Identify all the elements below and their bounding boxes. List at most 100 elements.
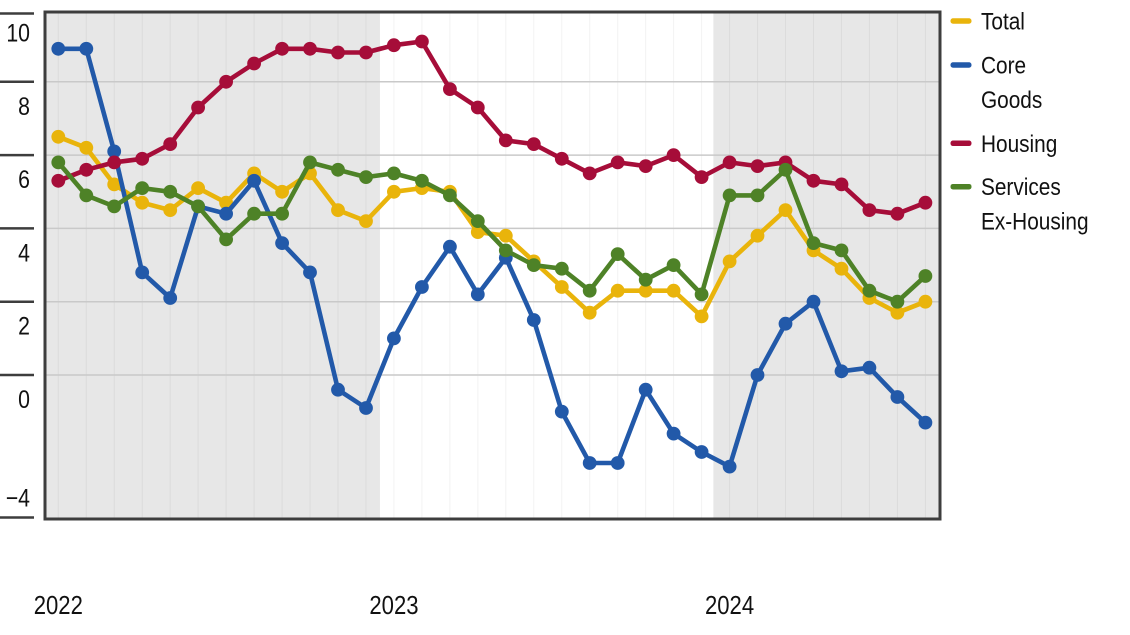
data-point [443,239,457,254]
legend-swatch-housing [950,140,972,147]
legend-item-housing: Housing [950,129,1057,157]
y-tick-label: 6 [18,165,30,193]
data-point [107,177,122,192]
data-point [862,360,877,375]
data-point [415,34,429,49]
legend-swatch-core-goods [950,62,972,68]
data-point [219,74,234,89]
data-point [918,269,933,283]
data-point [778,162,793,177]
data-point [443,82,457,96]
legend-swatch-total [950,18,972,24]
data-point [247,56,261,71]
data-point [806,236,821,251]
data-point [107,199,122,214]
data-point [331,382,345,397]
data-point [778,316,793,331]
plot-border [43,10,942,521]
data-point [415,280,429,294]
data-point [303,41,317,56]
data-point [498,228,513,243]
data-point [722,155,737,170]
data-point [666,148,681,163]
y-tick-label: 8 [18,92,30,120]
data-point [582,456,597,470]
data-point [415,173,429,188]
data-point [247,173,261,188]
y-tick-label: 2 [18,312,30,340]
legend-item-core-goods: Core Goods [950,51,1042,113]
data-point [610,456,625,470]
data-point [51,155,66,170]
data-point [79,140,94,155]
data-point [163,203,178,218]
data-point [303,155,317,170]
data-point [750,159,765,174]
data-point [610,283,625,298]
data-point [359,214,373,229]
data-point [722,459,737,474]
data-point [191,181,206,196]
data-point [51,173,66,188]
data-point [694,309,709,324]
data-point [638,159,653,174]
data-point [638,382,653,397]
data-point [191,199,206,214]
data-point [331,162,345,177]
data-point [303,265,317,280]
legend-label: Total [981,7,1025,35]
data-point [918,415,933,430]
data-point [470,214,485,229]
data-point [79,162,94,177]
data-point [331,203,345,218]
legend-label: Services [981,173,1061,201]
data-point [610,155,625,170]
data-point [387,184,401,199]
data-point [79,188,94,203]
data-point [750,228,765,243]
y-tick-label: 10 [6,19,30,47]
data-point [359,170,373,185]
data-point [554,404,569,419]
data-point [722,254,737,269]
legend-label: Goods [981,85,1042,113]
data-point [834,364,849,379]
horizontal-gridlines [45,81,940,376]
data-point [387,38,401,53]
data-point [247,206,261,221]
data-point [219,206,234,221]
data-point [890,305,905,320]
data-point [582,305,597,320]
data-point [135,265,150,280]
data-point [526,258,541,272]
data-point [107,155,122,170]
y-tick-label: −4 [6,484,30,512]
data-point [107,144,122,159]
data-point [834,261,849,276]
data-point [498,243,513,258]
data-point [554,261,569,276]
data-point [806,294,821,309]
data-point [359,45,373,60]
x-tick-label-2023: 2023 [369,591,418,620]
data-point [387,331,401,346]
data-point [498,133,513,148]
data-point [51,41,66,56]
data-point [163,291,178,305]
x-tick-label-2024: 2024 [705,591,754,620]
legend-item-services-ex-housing: Services Ex-Housing [950,173,1089,235]
data-point [275,184,289,199]
data-point [359,401,373,415]
data-point [387,166,401,181]
data-point [470,100,485,115]
data-point [554,280,569,294]
data-point [275,41,289,56]
data-point [638,283,653,298]
data-point [918,195,933,210]
data-point [806,173,821,188]
data-point [51,129,66,144]
data-point [135,151,150,166]
x-axis: 2022 2023 2024 [34,591,754,620]
